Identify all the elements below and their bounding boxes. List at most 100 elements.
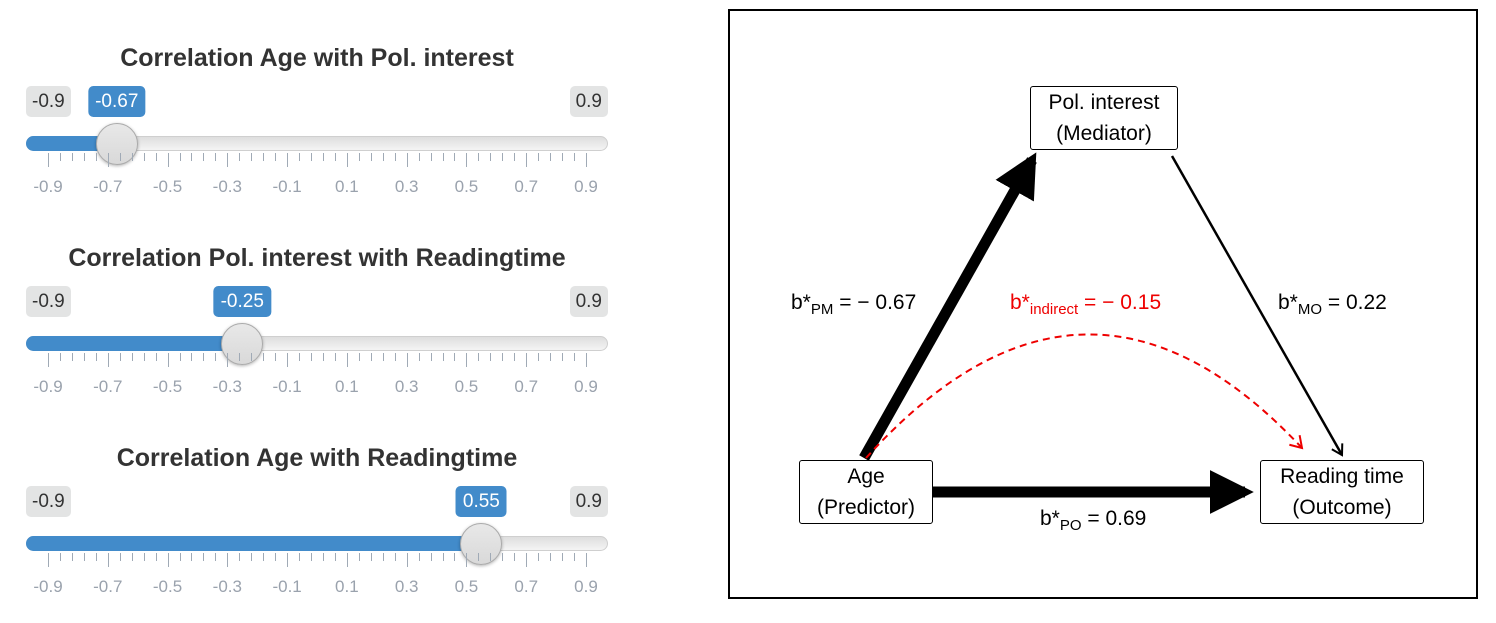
slider-min-label: -0.9 (26, 86, 71, 117)
slider-tick-label: -0.9 (33, 377, 63, 396)
slider-minor-tick (454, 153, 456, 161)
slider-minor-tick (370, 553, 372, 561)
slider-major-tick (227, 353, 229, 367)
mediation-diagram: Pol. interest (Mediator) Age (Predictor)… (728, 9, 1478, 599)
slider-minor-tick (215, 353, 217, 361)
slider-tick-label: -0.5 (152, 377, 183, 396)
slider-major-tick (48, 153, 49, 167)
slider-minor-tick (550, 153, 552, 161)
slider-tick-label: -0.5 (152, 577, 183, 596)
coef-mo-label: b*MO = 0.22 (1278, 290, 1387, 323)
arrow-predictor-to-mediator (859, 152, 1037, 461)
slider-minor-tick (322, 153, 324, 161)
slider-minor-tick (514, 353, 516, 361)
slider-minor-tick (179, 153, 181, 161)
slider-minor-tick (215, 153, 217, 161)
slider-major-tick (466, 553, 468, 567)
slider-tick-label: -0.1 (272, 577, 302, 596)
slider-major-tick (107, 553, 109, 567)
slider-minor-tick (155, 353, 157, 361)
slider-minor-tick (370, 353, 372, 361)
slider-title: Correlation Age with Pol. interest (120, 44, 514, 72)
slider-value-badge: -0.25 (213, 286, 271, 317)
diagram-arrows (859, 152, 1344, 514)
slider-minor-tick (550, 553, 552, 561)
slider-minor-tick (263, 553, 265, 561)
slider-tick-label: 0.3 (394, 377, 419, 396)
node-outcome-line2: (Outcome) (1292, 496, 1392, 519)
coef-pm-prefix: b* (791, 291, 811, 314)
slider-minor-tick (83, 553, 85, 561)
slider-minor-tick (251, 353, 253, 361)
slider-minor-tick (71, 153, 73, 161)
node-mediator: Pol. interest (Mediator) (1030, 86, 1178, 150)
coef-mo-value: = 0.22 (1322, 291, 1387, 314)
slider-minor-tick (394, 553, 396, 561)
slider-minor-tick (191, 553, 193, 561)
slider-minor-tick (334, 153, 336, 161)
slider-minor-tick (550, 353, 552, 361)
slider-minor-tick (143, 553, 145, 561)
slider-minor-tick (119, 153, 121, 161)
slider-minor-tick (334, 353, 336, 361)
slider-tick-label: 0.1 (335, 377, 359, 396)
node-mediator-line2: (Mediator) (1056, 122, 1152, 145)
coef-po-prefix: b* (1040, 507, 1060, 530)
slider-tick-label: -0.9 (33, 177, 63, 196)
slider-major-tick (48, 553, 49, 567)
coef-mo-prefix: b* (1278, 291, 1298, 314)
slider-minor-tick (382, 353, 384, 361)
slider-minor-tick (574, 353, 576, 361)
slider-grid: -0.9 -0.7 -0.5 -0.3 -0.1 0.1 0.3 0.5 0.7 0.9 (26, 353, 608, 403)
slider-minor-tick (95, 553, 97, 561)
slider-minor-tick (131, 553, 133, 561)
slider-minor-tick (490, 553, 492, 561)
slider-tick-label: -0.7 (93, 377, 123, 396)
slider-tick-label: 0.9 (574, 177, 598, 196)
slider-tick-label: -0.3 (212, 177, 242, 196)
slider-minor-tick (418, 353, 420, 361)
slider-minor-tick (275, 553, 277, 561)
slider-major-tick (406, 553, 408, 567)
slider-max-label: 0.9 (569, 286, 608, 317)
slider-minor-tick (95, 353, 97, 361)
slider-grid: -0.9 -0.7 -0.5 -0.3 -0.1 0.1 0.3 0.5 0.7 0.9 (26, 553, 608, 603)
slider-tick-label: -0.7 (93, 177, 123, 196)
slider-minor-tick (418, 153, 420, 161)
slider-title: Correlation Age with Readingtime (116, 444, 518, 472)
slider-minor-tick (71, 553, 73, 561)
slider-minor-tick (299, 153, 301, 161)
slider-tick-label: 0.1 (335, 177, 359, 196)
slider-tick-label: -0.3 (212, 377, 242, 396)
slider-major-tick (167, 553, 169, 567)
slider-minor-tick (251, 153, 253, 161)
slider-value-badge: -0.67 (88, 86, 146, 117)
slider-minor-tick (59, 153, 61, 161)
slider-minor-tick (179, 353, 181, 361)
slider-age-readingtime: Correlation Age with Readingtime -0.9 0.… (26, 443, 608, 623)
slider-tick-label: 0.5 (454, 177, 479, 196)
slider-minor-tick (95, 153, 97, 161)
slider-major-tick (466, 153, 468, 167)
arrow-indirect-effect (865, 333, 1304, 459)
slider-minor-tick (394, 153, 396, 161)
slider-polinterest-readingtime: Correlation Pol. interest with Readingti… (26, 243, 608, 423)
slider-minor-tick (59, 353, 61, 361)
slider-minor-tick (442, 353, 444, 361)
arrow-mediator-to-outcome (1170, 155, 1344, 457)
node-predictor: Age (Predictor) (799, 460, 933, 524)
coef-indirect-value: = − 0.15 (1078, 291, 1162, 314)
slider-minor-tick (263, 153, 265, 161)
slider-minor-tick (119, 553, 121, 561)
slider-minor-tick (215, 553, 217, 561)
slider-minor-tick (131, 353, 133, 361)
slider-handle[interactable] (95, 123, 138, 165)
slider-min-label: -0.9 (26, 486, 71, 517)
slider-minor-tick (191, 353, 193, 361)
node-predictor-line1: Age (847, 465, 885, 488)
slider-minor-tick (203, 153, 205, 161)
slider-minor-tick (71, 353, 73, 361)
slider-minor-tick (311, 353, 313, 361)
slider-minor-tick (358, 353, 360, 361)
coef-indirect-label: b*indirect = − 0.15 (1010, 290, 1161, 323)
